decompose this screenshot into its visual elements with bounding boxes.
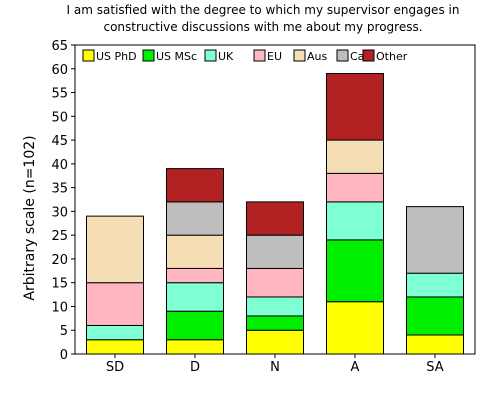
bar-segment xyxy=(246,315,304,331)
x-tick-label: D xyxy=(190,360,200,375)
bar-segment xyxy=(166,201,224,236)
bar-segment xyxy=(326,301,384,355)
legend-swatch xyxy=(293,49,306,62)
legend-label: EU xyxy=(267,50,282,63)
y-tick-label: 35 xyxy=(51,182,68,197)
legend-label: UK xyxy=(218,50,234,63)
bar-segment xyxy=(326,73,384,141)
chart-title-line-1: I am satisfied with the degree to which … xyxy=(67,3,460,17)
x-tick-label: SA xyxy=(426,360,443,375)
legend-swatch xyxy=(82,49,95,62)
y-tick-label: 40 xyxy=(51,158,68,173)
bar-segment xyxy=(406,296,464,336)
legend-swatch xyxy=(253,49,266,62)
bar-segment xyxy=(246,234,304,269)
bar-segment xyxy=(406,206,464,274)
y-tick-label: 45 xyxy=(51,134,68,149)
bar-segment xyxy=(406,334,464,355)
y-tick-label: 5 xyxy=(60,324,68,339)
bar-segment xyxy=(246,296,304,317)
bar-segment xyxy=(86,324,144,341)
bar-segment xyxy=(326,239,384,303)
legend-label: Aus xyxy=(307,50,327,63)
legend-label: Ca xyxy=(350,50,364,63)
bar-segment xyxy=(166,267,224,284)
y-tick-label: 60 xyxy=(51,63,68,78)
legend-label: Other xyxy=(376,50,408,63)
y-tick-label: 30 xyxy=(51,205,68,220)
x-axis: SD D N A SA xyxy=(106,354,444,375)
bar-segment xyxy=(166,234,224,269)
legend-swatch xyxy=(142,49,155,62)
y-tick-label: 10 xyxy=(51,300,68,315)
bar-segment xyxy=(166,282,224,312)
bar-segment xyxy=(326,139,384,174)
y-tick-label: 25 xyxy=(51,229,68,244)
bar-segment xyxy=(166,168,224,203)
legend-swatch xyxy=(336,49,349,62)
legend-label: US PhD xyxy=(96,50,137,63)
bar-segment xyxy=(86,339,144,355)
legend-label: US MSc xyxy=(156,50,197,63)
bar-segment xyxy=(246,201,304,236)
bars-layer xyxy=(86,73,464,355)
y-tick-label: 65 xyxy=(51,39,68,54)
y-tick-label: 55 xyxy=(51,87,68,102)
chart-title-line-2: constructive discussions with me about m… xyxy=(103,20,422,34)
bar-segment xyxy=(326,172,384,203)
bar-segment xyxy=(406,272,464,298)
y-tick-label: 50 xyxy=(51,110,68,125)
x-tick-label: N xyxy=(270,360,280,375)
bar-segment xyxy=(166,339,224,355)
x-tick-label: SD xyxy=(106,360,124,375)
y-axis-label: Arbitrary scale (n=102) xyxy=(22,135,38,300)
y-tick-label: 20 xyxy=(51,253,68,268)
bar-segment xyxy=(246,329,304,355)
bar-segment xyxy=(86,282,144,326)
bar-segment xyxy=(86,215,144,284)
bar-segment xyxy=(326,201,384,241)
y-tick-label: 0 xyxy=(60,348,68,363)
y-tick-label: 15 xyxy=(51,277,68,292)
x-tick-label: A xyxy=(351,360,360,375)
legend-swatch xyxy=(204,49,217,62)
bar-segment xyxy=(166,310,224,341)
legend: US PhD US MSc UK EU Aus Ca Other xyxy=(82,49,408,63)
legend-swatch xyxy=(362,49,375,62)
y-axis: 0 5 10 15 20 25 30 35 40 45 50 55 60 65 xyxy=(51,39,75,363)
bar-segment xyxy=(246,267,304,298)
